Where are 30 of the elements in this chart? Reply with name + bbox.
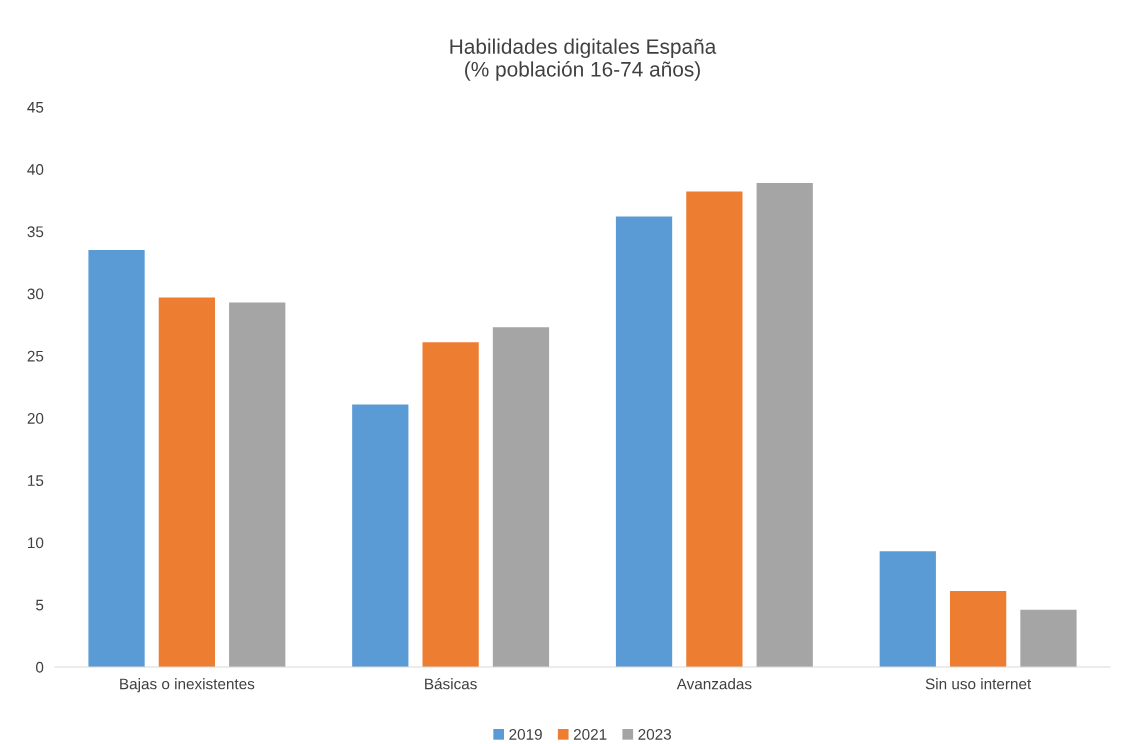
bar xyxy=(422,342,479,667)
bar xyxy=(158,297,216,667)
y-tick-label: 45 xyxy=(27,102,44,113)
bar xyxy=(949,591,1007,667)
y-tick-label: 30 xyxy=(27,288,44,300)
y-tick-label: 40 xyxy=(27,164,44,175)
y-tick-label: 5 xyxy=(36,599,44,611)
x-tick-label: Sin uso internet xyxy=(925,678,1032,690)
y-tick-label: 20 xyxy=(27,412,44,424)
legend-label: 2019 xyxy=(509,729,542,740)
bar xyxy=(1020,609,1077,667)
bar xyxy=(352,404,409,667)
legend-label: 2021 xyxy=(573,729,607,740)
y-tick-label: 10 xyxy=(28,537,44,549)
bar xyxy=(879,551,936,667)
bar xyxy=(615,216,673,667)
x-tick-label: Bajas o inexistentes xyxy=(120,678,255,693)
bar xyxy=(686,191,743,667)
y-tick-label: 35 xyxy=(27,226,44,238)
bar xyxy=(756,182,813,667)
y-tick-label: 15 xyxy=(28,475,44,487)
bar xyxy=(492,327,550,667)
legend-label: 2023 xyxy=(638,729,671,740)
y-tick-label: 25 xyxy=(27,350,44,362)
chart-title: Habilidades digitales España (% población 16-74 años) xyxy=(450,38,717,81)
y-tick-label: 0 xyxy=(35,661,44,673)
x-tick-label: Avanzadas xyxy=(676,678,752,690)
x-tick-label: Básicas xyxy=(425,677,477,690)
bar xyxy=(88,250,145,667)
bar xyxy=(229,302,286,667)
